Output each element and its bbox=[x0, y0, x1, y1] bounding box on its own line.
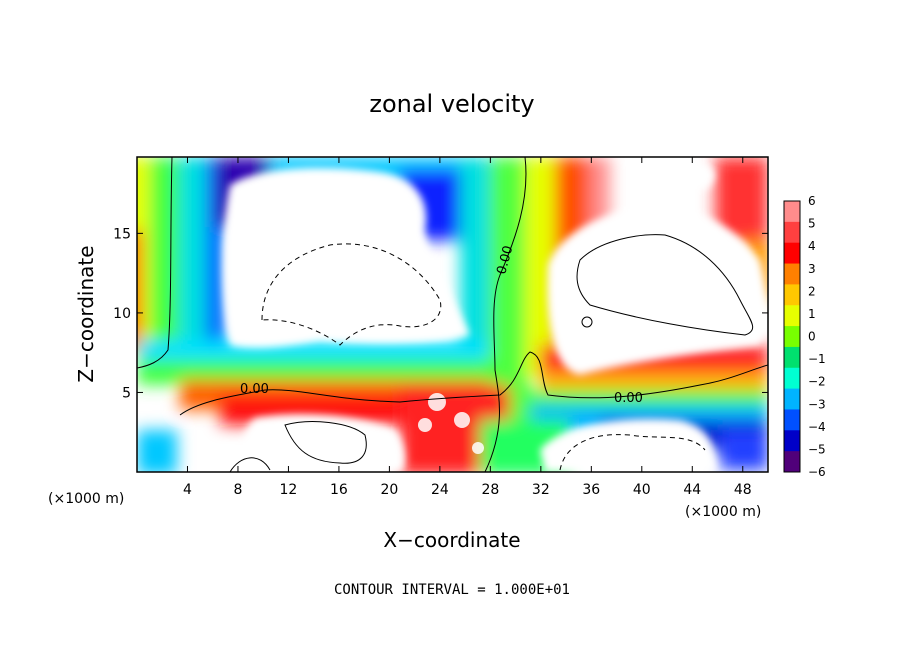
colorbar-swatch bbox=[784, 367, 800, 390]
x-tick-label: 44 bbox=[683, 482, 701, 498]
x-tick-label: 24 bbox=[431, 482, 449, 498]
colorbar-swatch bbox=[784, 388, 800, 410]
colorbar-swatch bbox=[784, 284, 800, 306]
x-tick-label: 40 bbox=[633, 482, 651, 498]
plot-frame bbox=[136, 156, 769, 473]
colorbar-swatch bbox=[784, 346, 800, 369]
x-unit-label: (×1000 m) bbox=[48, 491, 124, 507]
contour-label-2: 0.00 bbox=[494, 244, 516, 276]
contour-label-1: 0.00 bbox=[240, 382, 269, 397]
y-tick-label: 15 bbox=[113, 226, 131, 242]
y-tick-label: 5 bbox=[122, 385, 131, 401]
colorbar-label: 1 bbox=[808, 307, 816, 321]
x-tick-label: 36 bbox=[582, 482, 600, 498]
colorbar-swatch bbox=[784, 242, 800, 265]
x-axis: 4 8 12 16 20 24 28 32 36 40 44 48 bbox=[183, 157, 752, 498]
colorbar-label: −5 bbox=[808, 442, 826, 456]
chart-title: zonal velocity bbox=[369, 90, 534, 118]
colorbar-swatch bbox=[784, 263, 800, 285]
x-tick-label: 16 bbox=[330, 482, 348, 498]
colorbar-label: 5 bbox=[808, 217, 816, 231]
colorbar-frame bbox=[783, 200, 801, 473]
colorbar-label: −2 bbox=[808, 375, 826, 389]
colorbar-swatch bbox=[784, 221, 800, 244]
colorbar-swatch bbox=[784, 430, 800, 452]
colorbar-label: 6 bbox=[808, 194, 816, 208]
y-axis-label: Z−coordinate bbox=[74, 245, 98, 382]
y-axis: 5 10 15 bbox=[113, 226, 768, 401]
colorbar: 6 5 4 3 2 1 0 −1 −2 −3 −4 −5 −6 bbox=[783, 194, 826, 479]
colorbar-swatch bbox=[784, 409, 800, 431]
contour-interval-note: CONTOUR INTERVAL = 1.000E+01 bbox=[334, 582, 570, 598]
colorbar-label: 4 bbox=[808, 239, 816, 253]
y-tick-label: 10 bbox=[113, 306, 131, 322]
x-axis-label: X−coordinate bbox=[383, 528, 520, 552]
colorbar-swatch bbox=[784, 326, 800, 348]
colorbar-swatch bbox=[784, 201, 800, 223]
colorbar-label: −1 bbox=[808, 352, 826, 366]
x-tick-label: 12 bbox=[280, 482, 298, 498]
x-tick-label: 48 bbox=[734, 482, 752, 498]
x-tick-label: 8 bbox=[233, 482, 242, 498]
colorbar-label: 0 bbox=[808, 330, 816, 344]
colorbar-label: 3 bbox=[808, 262, 816, 276]
colorbar-label: −6 bbox=[808, 465, 826, 479]
x-unit-label-right: (×1000 m) bbox=[685, 504, 761, 520]
x-tick-label: 20 bbox=[380, 482, 398, 498]
plot-area: 0.00 0.00 0.00 bbox=[137, 157, 768, 472]
colorbar-label: −4 bbox=[808, 420, 826, 434]
colorbar-label: 2 bbox=[808, 284, 816, 298]
x-tick-label: 4 bbox=[183, 482, 192, 498]
contour-label-3: 0.00 bbox=[614, 391, 643, 406]
colorbar-swatch bbox=[784, 305, 800, 327]
colorbar-label: −3 bbox=[808, 397, 826, 411]
x-tick-label: 28 bbox=[481, 482, 499, 498]
x-tick-label: 32 bbox=[532, 482, 550, 498]
colorbar-swatch bbox=[784, 451, 800, 473]
